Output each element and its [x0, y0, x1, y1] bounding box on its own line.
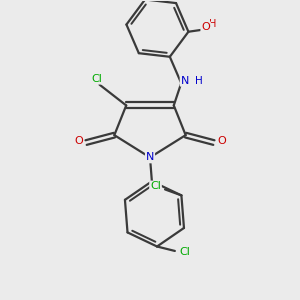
Text: H: H	[208, 19, 216, 29]
Text: H: H	[195, 76, 202, 86]
Text: O: O	[217, 136, 226, 146]
Text: O: O	[201, 22, 210, 32]
Text: O: O	[74, 136, 83, 146]
Text: Cl: Cl	[150, 182, 161, 191]
Text: Cl: Cl	[91, 74, 102, 84]
Text: N: N	[181, 76, 189, 86]
Text: Cl: Cl	[179, 248, 190, 257]
Text: N: N	[146, 152, 154, 162]
